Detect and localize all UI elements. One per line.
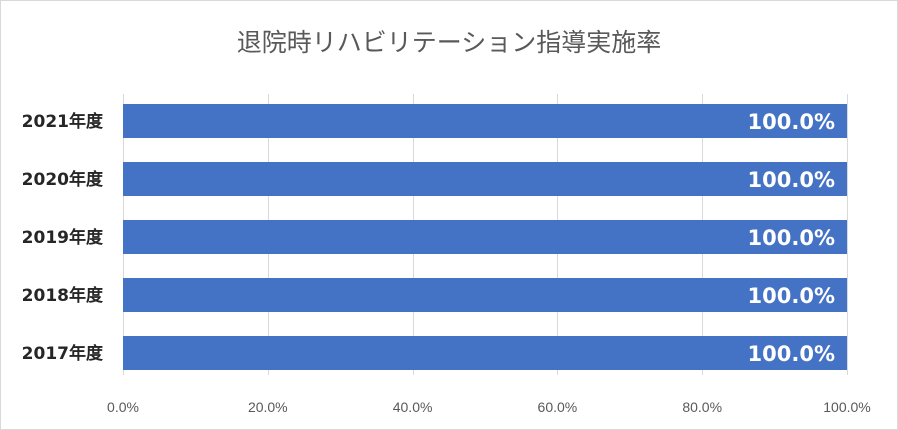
x-tick-label: 40.0% xyxy=(393,399,433,415)
chart-title: 退院時リハビリテーション指導実施率 xyxy=(237,28,662,57)
category-label: 2017年度 xyxy=(22,343,104,364)
bar xyxy=(123,220,847,254)
x-axis-tick-labels: 0.0% 20.0% 40.0% 60.0% 80.0% 100.0% xyxy=(107,399,871,415)
x-tick-label: 0.0% xyxy=(107,399,139,415)
bar xyxy=(123,104,847,138)
category-label: 2019年度 xyxy=(22,227,104,248)
bar xyxy=(123,278,847,312)
bars xyxy=(123,104,847,370)
data-label: 100.0% xyxy=(748,226,835,250)
bar xyxy=(123,336,847,370)
x-tick-label: 60.0% xyxy=(538,399,578,415)
data-label: 100.0% xyxy=(748,342,835,366)
x-tick-label: 100.0% xyxy=(823,399,870,415)
x-tick-label: 80.0% xyxy=(682,399,722,415)
category-labels: 2021年度 2020年度 2019年度 2018年度 2017年度 xyxy=(22,111,104,364)
data-label: 100.0% xyxy=(748,284,835,308)
bar xyxy=(123,162,847,196)
data-label: 100.0% xyxy=(748,110,835,134)
data-labels: 100.0% 100.0% 100.0% 100.0% 100.0% xyxy=(748,110,835,366)
x-tick-label: 20.0% xyxy=(248,399,288,415)
category-label: 2021年度 xyxy=(22,111,104,132)
data-label: 100.0% xyxy=(748,168,835,192)
category-label: 2018年度 xyxy=(22,285,104,306)
category-label: 2020年度 xyxy=(22,169,104,190)
